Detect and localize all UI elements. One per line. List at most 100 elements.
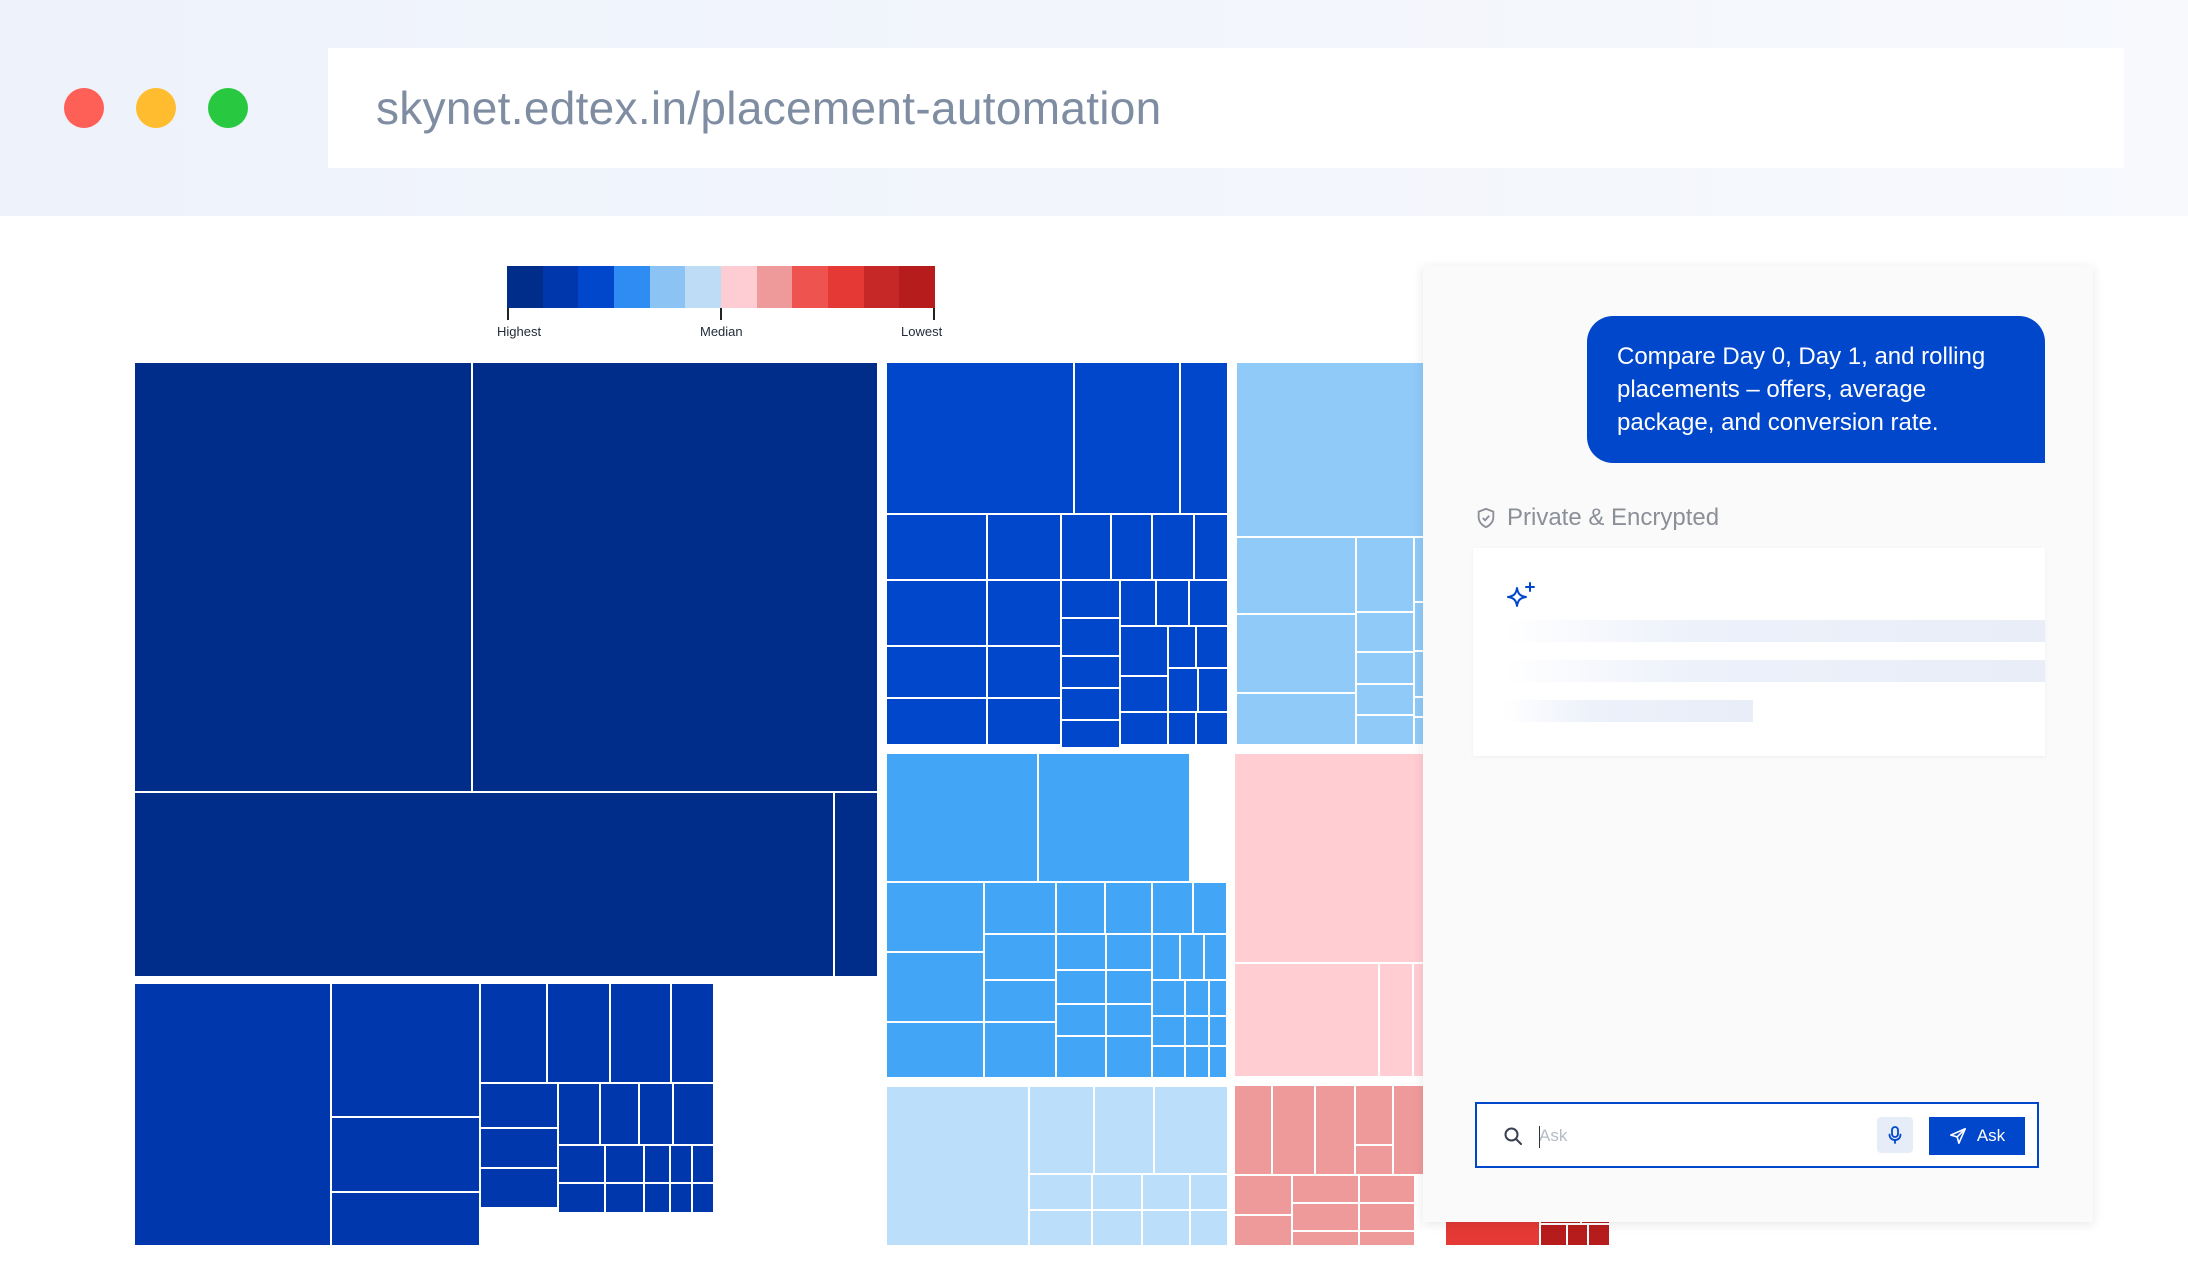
treemap-tile[interactable] [1061,720,1120,748]
close-window-button[interactable] [64,88,104,128]
treemap-tile[interactable] [1156,580,1189,626]
treemap-tile[interactable] [886,362,1074,514]
treemap-tile[interactable] [1209,980,1227,1016]
treemap-tile[interactable] [1105,882,1152,934]
treemap-tile[interactable] [134,362,472,792]
treemap-tile[interactable] [600,1083,639,1145]
treemap-tile[interactable] [1292,1175,1359,1203]
treemap-tile[interactable] [1359,1175,1415,1203]
treemap-tile[interactable] [1209,1046,1227,1078]
treemap-tile[interactable] [610,983,671,1083]
treemap-tile[interactable] [1567,1224,1588,1246]
treemap-tile[interactable] [134,792,834,977]
treemap-tile[interactable] [670,1183,692,1213]
treemap-tile[interactable] [1029,1174,1092,1210]
treemap-tile[interactable] [1236,614,1356,693]
treemap-tile[interactable] [1106,934,1152,970]
treemap-tile[interactable] [1292,1231,1359,1246]
treemap-tile[interactable] [331,1117,480,1192]
treemap-tile[interactable] [558,1083,600,1145]
treemap-tile[interactable] [1185,1046,1209,1078]
treemap-tile[interactable] [886,753,1038,882]
treemap-tile[interactable] [480,1083,558,1128]
treemap-tile[interactable] [1379,963,1413,1077]
treemap-tile[interactable] [984,980,1056,1022]
treemap-tile[interactable] [692,1183,714,1213]
treemap-tile[interactable] [984,882,1056,934]
treemap-tile[interactable] [987,698,1061,745]
treemap-tile[interactable] [987,580,1061,646]
treemap-tile[interactable] [1234,1215,1292,1246]
maximize-window-button[interactable] [208,88,248,128]
treemap-tile[interactable] [1074,362,1180,514]
treemap-tile[interactable] [480,1128,558,1168]
treemap-tile[interactable] [673,1083,714,1145]
treemap-tile[interactable] [1356,684,1414,715]
treemap-tile[interactable] [1359,1203,1415,1231]
treemap-tile[interactable] [1356,537,1414,612]
treemap-tile[interactable] [480,983,547,1083]
treemap-tile[interactable] [886,698,987,745]
treemap-tile[interactable] [987,646,1061,698]
treemap-tile[interactable] [1355,1085,1393,1145]
treemap-tile[interactable] [1356,612,1414,652]
treemap-tile[interactable] [1056,1004,1106,1036]
treemap-tile[interactable] [834,792,878,977]
treemap-tile[interactable] [472,362,878,792]
treemap-tile[interactable] [1106,970,1152,1004]
treemap-tile[interactable] [1056,934,1106,970]
treemap-tile[interactable] [1056,970,1106,1004]
treemap-tile[interactable] [1180,362,1228,514]
ask-input[interactable] [1539,1118,1879,1154]
treemap-tile[interactable] [1152,980,1185,1016]
address-bar[interactable]: skynet.edtex.in/placement-automation [328,48,2124,168]
treemap-tile[interactable] [1029,1210,1092,1246]
treemap-tile[interactable] [1234,753,1442,963]
treemap-tile[interactable] [1142,1210,1190,1246]
treemap-tile[interactable] [1194,514,1228,580]
treemap-tile[interactable] [605,1183,644,1213]
treemap-tile[interactable] [984,1022,1056,1078]
treemap-tile[interactable] [1061,514,1111,580]
treemap-tile[interactable] [1540,1224,1567,1246]
treemap-tile[interactable] [1356,715,1414,745]
treemap-tile[interactable] [1142,1174,1190,1210]
treemap-tile[interactable] [331,1192,480,1246]
treemap-tile[interactable] [1190,1174,1228,1210]
treemap-tile[interactable] [1152,1046,1185,1078]
treemap-tile[interactable] [1196,712,1228,745]
treemap-tile[interactable] [1152,514,1194,580]
treemap-tile[interactable] [1185,1016,1209,1046]
treemap-tile[interactable] [1152,1016,1185,1046]
treemap-tile[interactable] [1204,934,1227,980]
treemap-tile[interactable] [1106,1004,1152,1036]
treemap-tile[interactable] [547,983,610,1083]
treemap-tile[interactable] [1189,580,1228,626]
treemap-tile[interactable] [1038,753,1190,882]
treemap-tile[interactable] [1168,668,1198,712]
treemap-tile[interactable] [558,1145,605,1183]
treemap-tile[interactable] [1236,693,1356,745]
treemap-tile[interactable] [1029,1086,1094,1174]
treemap-tile[interactable] [1209,1016,1227,1046]
treemap-tile[interactable] [692,1145,714,1183]
treemap-tile[interactable] [886,514,987,580]
treemap-tile[interactable] [1234,1085,1272,1175]
treemap-tile[interactable] [134,983,331,1246]
treemap-tile[interactable] [1185,980,1209,1016]
treemap-tile[interactable] [1292,1203,1359,1231]
ask-button[interactable]: Ask [1929,1117,2025,1155]
treemap-tile[interactable] [1111,514,1152,580]
treemap-tile[interactable] [1056,1036,1106,1078]
treemap-tile[interactable] [886,952,984,1022]
treemap-tile[interactable] [1152,882,1193,934]
treemap-tile[interactable] [1061,656,1120,688]
treemap-tile[interactable] [644,1145,670,1183]
treemap-tile[interactable] [1355,1145,1393,1175]
treemap-tile[interactable] [1061,618,1120,656]
treemap-tile[interactable] [1168,626,1196,668]
treemap-tile[interactable] [671,983,714,1083]
treemap-tile[interactable] [1196,626,1228,668]
treemap-tile[interactable] [639,1083,673,1145]
treemap-tile[interactable] [1193,882,1227,934]
